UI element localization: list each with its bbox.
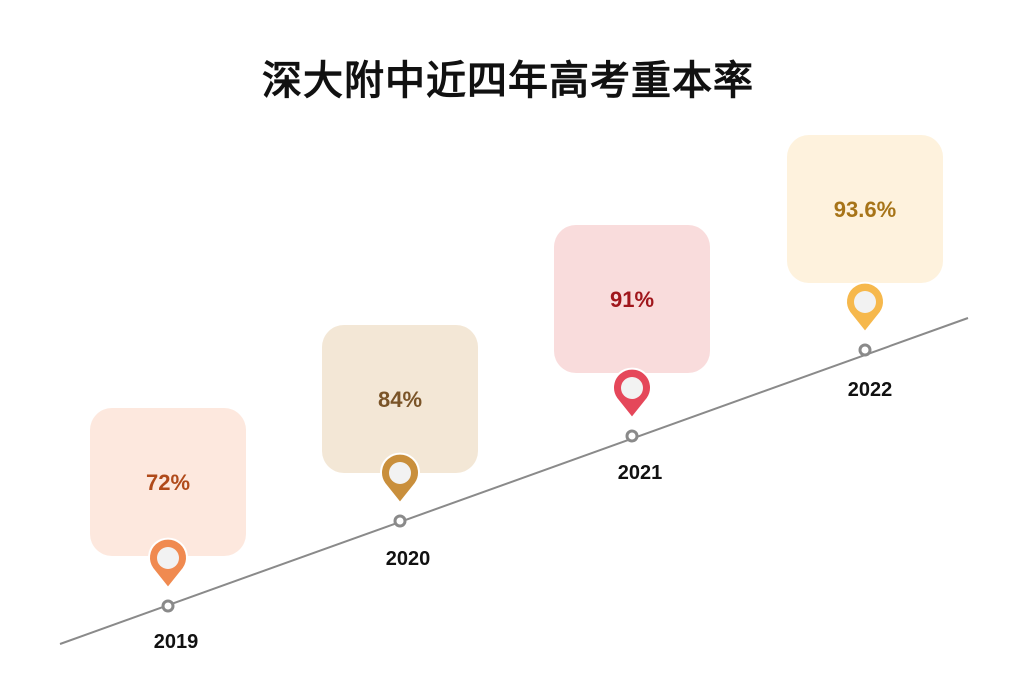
value-card-2020 [322,325,478,473]
value-card-2022 [787,135,943,283]
map-pin-icon-2020 [380,452,420,505]
map-pin-icon-2022 [845,281,885,334]
year-label-2022: 2022 [848,379,893,401]
value-label-2021: 91% [610,287,654,312]
value-card-2021 [554,225,710,373]
value-card-2019 [90,408,246,556]
map-pin-icon-2019 [148,537,188,590]
timeline-node-2020 [393,514,407,528]
year-label-2021: 2021 [618,462,663,484]
timeline-node-2019 [161,599,175,613]
value-label-2020: 84% [378,387,422,412]
map-pin-icon-2021 [612,367,652,420]
year-label-2019: 2019 [154,631,199,653]
chart-title: 深大附中近四年高考重本率 [262,58,754,104]
value-label-2019: 72% [146,470,190,495]
year-label-2020: 2020 [386,548,431,570]
value-label-2022: 93.6% [834,197,896,222]
map-pin-dot-2021 [621,377,643,399]
timeline-node-2021 [625,429,639,443]
map-pin-dot-2020 [389,462,411,484]
timeline-line [59,317,969,645]
map-pin-dot-2022 [854,291,876,313]
timeline-node-2022 [858,343,872,357]
map-pin-dot-2019 [157,547,179,569]
